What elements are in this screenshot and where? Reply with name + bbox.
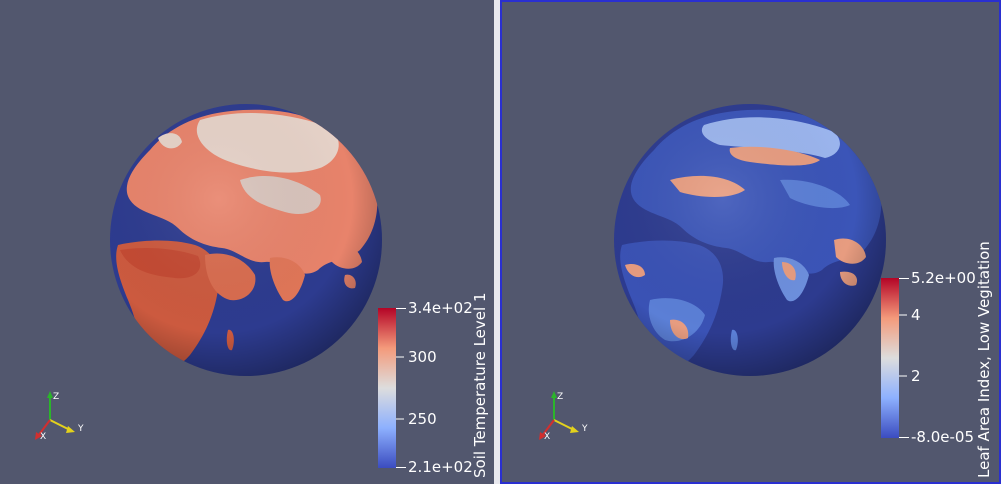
orientation-axes-right: Z Y X [539, 391, 588, 442]
colorbar-gradient-right [881, 278, 899, 438]
axis-x-line-left [37, 419, 51, 437]
colorbar-tick-label-left-1: 300 [408, 348, 437, 366]
axis-z-arrow-left [47, 391, 53, 398]
colorbar-left[interactable]: 3.4e+02 300 250 2.1e+02 Soil Temperature… [378, 293, 489, 478]
view-splitter[interactable] [494, 0, 500, 484]
axis-z-arrow-right [551, 391, 557, 398]
globe-right[interactable] [500, 0, 1001, 484]
colorbar-tick-label-right-2: 2 [911, 367, 921, 385]
render-view-right[interactable]: 5.2e+00 4 2 -8.0e-05 Leaf Area Index, Lo… [500, 0, 1001, 484]
axis-y-line-right [553, 419, 575, 431]
colorbar-title-left: Soil Temperature Level 1 [471, 292, 489, 479]
axis-x-label-right: X [544, 432, 550, 442]
axis-y-arrow-right [570, 426, 579, 433]
axis-x-label-left: X [40, 432, 46, 442]
colorbar-tick-label-right-3: -8.0e-05 [911, 428, 974, 446]
axis-x-arrow-right [539, 432, 546, 440]
axis-y-arrow-left [66, 426, 75, 433]
axis-z-label-right: Z [557, 392, 563, 402]
colorbar-tick-label-right-0: 5.2e+00 [911, 269, 976, 287]
axis-y-label-right: Y [581, 424, 588, 434]
axis-x-line-right [541, 419, 555, 437]
render-view-left[interactable]: 3.4e+02 300 250 2.1e+02 Soil Temperature… [0, 0, 494, 484]
colorbar-tick-label-left-3: 2.1e+02 [408, 458, 473, 476]
sphere-shading-right [614, 104, 886, 376]
axis-x-arrow-left [35, 432, 42, 440]
orientation-axes-left: Z Y X [35, 391, 84, 442]
colorbar-tick-label-right-1: 4 [911, 306, 921, 324]
sphere-shading-left [110, 104, 382, 376]
axis-y-label-left: Y [77, 424, 84, 434]
colorbar-tick-label-left-0: 3.4e+02 [408, 299, 473, 317]
colorbar-tick-label-left-2: 250 [408, 410, 437, 428]
colorbar-gradient-left [378, 308, 396, 468]
colorbar-title-right: Leaf Area Index, Low Vegitation [975, 241, 993, 478]
axis-y-line-left [49, 419, 71, 431]
globe-left[interactable] [0, 0, 494, 484]
axis-z-label-left: Z [53, 392, 59, 402]
colorbar-right[interactable]: 5.2e+00 4 2 -8.0e-05 Leaf Area Index, Lo… [881, 241, 999, 478]
